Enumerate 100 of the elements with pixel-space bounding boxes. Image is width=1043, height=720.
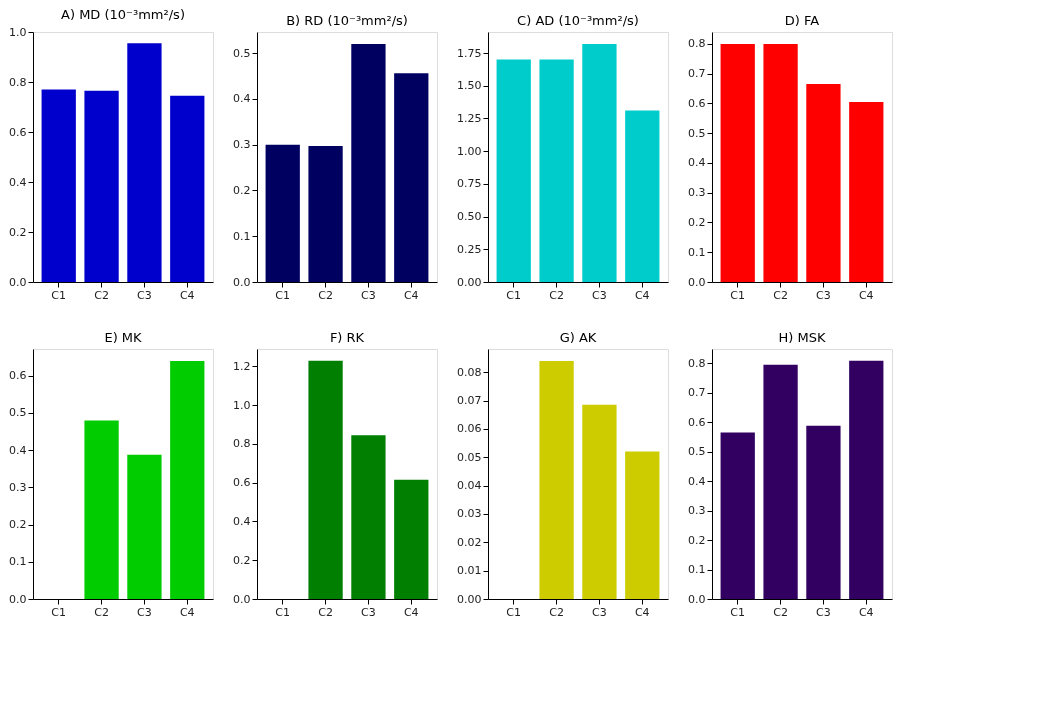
y-tick-label: 0.2 — [688, 215, 706, 229]
bar — [625, 110, 660, 282]
y-tick-label: 0.6 — [233, 476, 251, 490]
y-tick-label: 0.8 — [688, 356, 706, 370]
y-tick-label: 0.2 — [233, 553, 251, 567]
y-tick-label: 0.7 — [688, 386, 706, 400]
chart-title: D) FA — [784, 13, 820, 28]
x-tick-label: C2 — [549, 605, 564, 619]
x-tick-label: C4 — [403, 288, 419, 302]
chart-title: C) AD (10⁻³mm²/s) — [517, 13, 639, 28]
x-tick-label: C4 — [403, 605, 419, 619]
y-tick-label: 0.1 — [9, 555, 27, 569]
bar — [127, 43, 162, 282]
y-tick-label: 0.03 — [457, 507, 482, 521]
y-tick-label: 0.0 — [688, 275, 706, 289]
y-tick-label: 0.1 — [688, 563, 706, 577]
y-tick-label: 0.0 — [233, 275, 251, 289]
x-tick-label: C2 — [773, 605, 788, 619]
y-tick-label: 0.8 — [9, 75, 27, 89]
x-tick-label: C4 — [858, 288, 874, 302]
bar — [170, 95, 205, 282]
bar — [351, 43, 386, 282]
y-tick-label: 0.6 — [688, 415, 706, 429]
y-tick-label: 0.2 — [688, 533, 706, 547]
chart-title: E) MK — [104, 330, 143, 345]
y-tick-label: 0.3 — [688, 186, 706, 200]
y-tick-label: 1.0 — [9, 25, 27, 39]
y-tick-label: 0.5 — [9, 406, 27, 420]
y-tick-label: 0.25 — [457, 242, 482, 256]
y-tick-label: 0.4 — [688, 474, 706, 488]
y-tick-label: 0.5 — [688, 126, 706, 140]
y-tick-label: 0.2 — [233, 183, 251, 197]
y-tick-label: 0.4 — [233, 514, 251, 528]
y-tick-label: 1.00 — [457, 144, 482, 158]
y-tick-label: 0.6 — [688, 96, 706, 110]
y-tick-label: 1.25 — [457, 111, 482, 125]
y-tick-label: 0.00 — [457, 275, 482, 289]
y-tick-label: 1.50 — [457, 79, 482, 93]
bar — [170, 360, 205, 599]
bar — [539, 360, 574, 599]
y-tick-label: 0.5 — [688, 445, 706, 459]
x-tick-label: C2 — [318, 605, 333, 619]
y-tick-label: 0.0 — [9, 592, 27, 606]
y-tick-label: 0.2 — [9, 225, 27, 239]
bar — [582, 43, 617, 282]
bar — [625, 451, 660, 599]
bar — [394, 479, 429, 599]
bar — [84, 90, 119, 282]
bar — [582, 404, 617, 599]
bar — [265, 144, 300, 282]
x-tick-label: C2 — [318, 288, 333, 302]
y-tick-label: 0.4 — [9, 175, 27, 189]
bar — [849, 101, 884, 282]
x-tick-label: C2 — [94, 288, 109, 302]
bar — [720, 432, 755, 599]
y-tick-label: 0.08 — [457, 365, 482, 379]
x-tick-label: C2 — [549, 288, 564, 302]
y-tick-label: 0.8 — [688, 37, 706, 51]
x-tick-label: C4 — [858, 605, 874, 619]
y-tick-label: 0.02 — [457, 535, 482, 549]
y-tick-label: 0.7 — [688, 67, 706, 81]
bar — [496, 59, 531, 282]
x-tick-label: C1 — [506, 288, 522, 302]
x-tick-label: C3 — [592, 605, 607, 619]
y-tick-label: 0.2 — [9, 518, 27, 532]
bar — [763, 43, 798, 282]
x-tick-label: C4 — [179, 605, 195, 619]
bar — [763, 364, 798, 599]
x-tick-label: C1 — [506, 605, 522, 619]
y-tick-label: 0.0 — [233, 592, 251, 606]
x-tick-label: C1 — [51, 605, 67, 619]
bar — [806, 425, 841, 599]
y-tick-label: 0.0 — [9, 275, 27, 289]
y-tick-label: 1.75 — [457, 46, 482, 60]
bar — [539, 59, 574, 282]
bar — [806, 84, 841, 282]
chart-title: B) RD (10⁻³mm²/s) — [286, 13, 408, 28]
x-tick-label: C1 — [275, 605, 291, 619]
y-tick-label: 1.0 — [233, 398, 251, 412]
y-tick-label: 0.5 — [233, 46, 251, 60]
x-tick-label: C1 — [275, 288, 291, 302]
y-tick-label: 0.3 — [688, 504, 706, 518]
x-tick-label: C1 — [730, 288, 746, 302]
y-tick-label: 1.2 — [233, 359, 251, 373]
y-tick-label: 0.1 — [688, 245, 706, 259]
y-tick-label: 0.0 — [688, 592, 706, 606]
y-tick-label: 0.3 — [9, 480, 27, 494]
y-tick-label: 0.6 — [9, 125, 27, 139]
x-tick-label: C4 — [179, 288, 195, 302]
y-tick-label: 0.07 — [457, 394, 482, 408]
bar — [351, 435, 386, 599]
y-tick-label: 0.75 — [457, 177, 482, 191]
bar — [41, 89, 76, 282]
x-tick-label: C2 — [94, 605, 109, 619]
x-tick-label: C1 — [730, 605, 746, 619]
x-tick-label: C3 — [137, 605, 152, 619]
x-tick-label: C1 — [51, 288, 67, 302]
y-tick-label: 0.4 — [688, 156, 706, 170]
chart-title: G) AK — [559, 330, 597, 345]
y-tick-label: 0.3 — [233, 138, 251, 152]
